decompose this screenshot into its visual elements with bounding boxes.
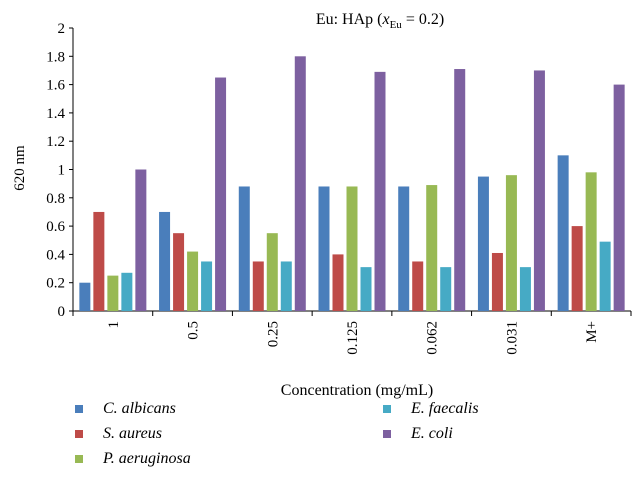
bar-calbicans-M+ [557, 155, 569, 311]
y-tick-label: 0.8 [46, 191, 65, 207]
bar-saureus-0.031 [491, 252, 503, 311]
x-axis-label: Concentration (mg/mL) [281, 382, 433, 399]
y-tick-label: 0.2 [46, 276, 65, 292]
y-tick-label: 2 [58, 21, 66, 37]
x-tick-label: 0.031 [504, 321, 520, 355]
y-tick-label: 1.6 [46, 78, 65, 94]
x-tick-label: 0.5 [186, 321, 202, 340]
bar-calbicans-0.25 [238, 186, 250, 311]
bar-calbicans-0.031 [477, 176, 489, 311]
bar-saureus-0.25 [252, 261, 264, 311]
bar-efaecalis-0.25 [280, 261, 292, 311]
bar-calbicans-0.062 [398, 186, 410, 311]
bar-ecoli-0.062 [454, 69, 466, 311]
x-tick-label: 0.062 [425, 321, 441, 355]
bar-efaecalis-0.031 [519, 267, 531, 311]
y-tick-label: 0 [58, 304, 66, 320]
bar-paeruginosa-0.25 [266, 233, 278, 311]
bar-ecoli-0.25 [294, 56, 306, 311]
bar-efaecalis-0.062 [440, 267, 452, 311]
bar-calbicans-0.5 [159, 211, 171, 311]
y-tick-label: 1.8 [46, 49, 65, 65]
y-tick-label: 1.2 [46, 134, 65, 150]
bar-paeruginosa-0.125 [346, 186, 358, 311]
bar-paeruginosa-0.062 [426, 185, 438, 311]
y-tick-label: 0.4 [46, 247, 65, 263]
bar-ecoli-0.031 [533, 70, 545, 311]
chart-title: Eu: HAp (xEu = 0.2) [316, 11, 444, 31]
bar-saureus-0.062 [412, 261, 424, 311]
bar-paeruginosa-0.5 [187, 251, 199, 311]
bar-ecoli-1 [135, 169, 147, 311]
y-axis-label: 620 nm [12, 145, 28, 191]
bar-saureus-1 [93, 211, 105, 311]
bar-ecoli-M+ [613, 84, 625, 311]
x-tick-label: 0.25 [265, 321, 281, 347]
y-tick-label: 1.4 [46, 106, 65, 122]
x-tick-label: M+ [584, 321, 600, 343]
bar-ecoli-0.5 [215, 77, 227, 312]
bar-paeruginosa-1 [107, 275, 119, 311]
bar-saureus-0.125 [332, 254, 344, 311]
bar-saureus-M+ [571, 226, 583, 311]
x-tick-label: 0.125 [345, 321, 361, 355]
bar-saureus-0.5 [173, 233, 185, 311]
bar-paeruginosa-M+ [585, 172, 597, 311]
bar-calbicans-1 [79, 282, 91, 311]
bar-efaecalis-M+ [599, 241, 611, 311]
x-tick-label: 1 [106, 321, 122, 329]
bar-calbicans-0.125 [318, 186, 330, 311]
bar-ecoli-0.125 [374, 71, 386, 312]
bar-efaecalis-0.125 [360, 267, 372, 311]
y-tick-label: 1 [58, 163, 66, 179]
bar-paeruginosa-0.031 [505, 175, 517, 311]
bar-efaecalis-1 [121, 272, 133, 311]
y-tick-label: 0.6 [46, 219, 65, 235]
bar-efaecalis-0.5 [201, 261, 213, 311]
